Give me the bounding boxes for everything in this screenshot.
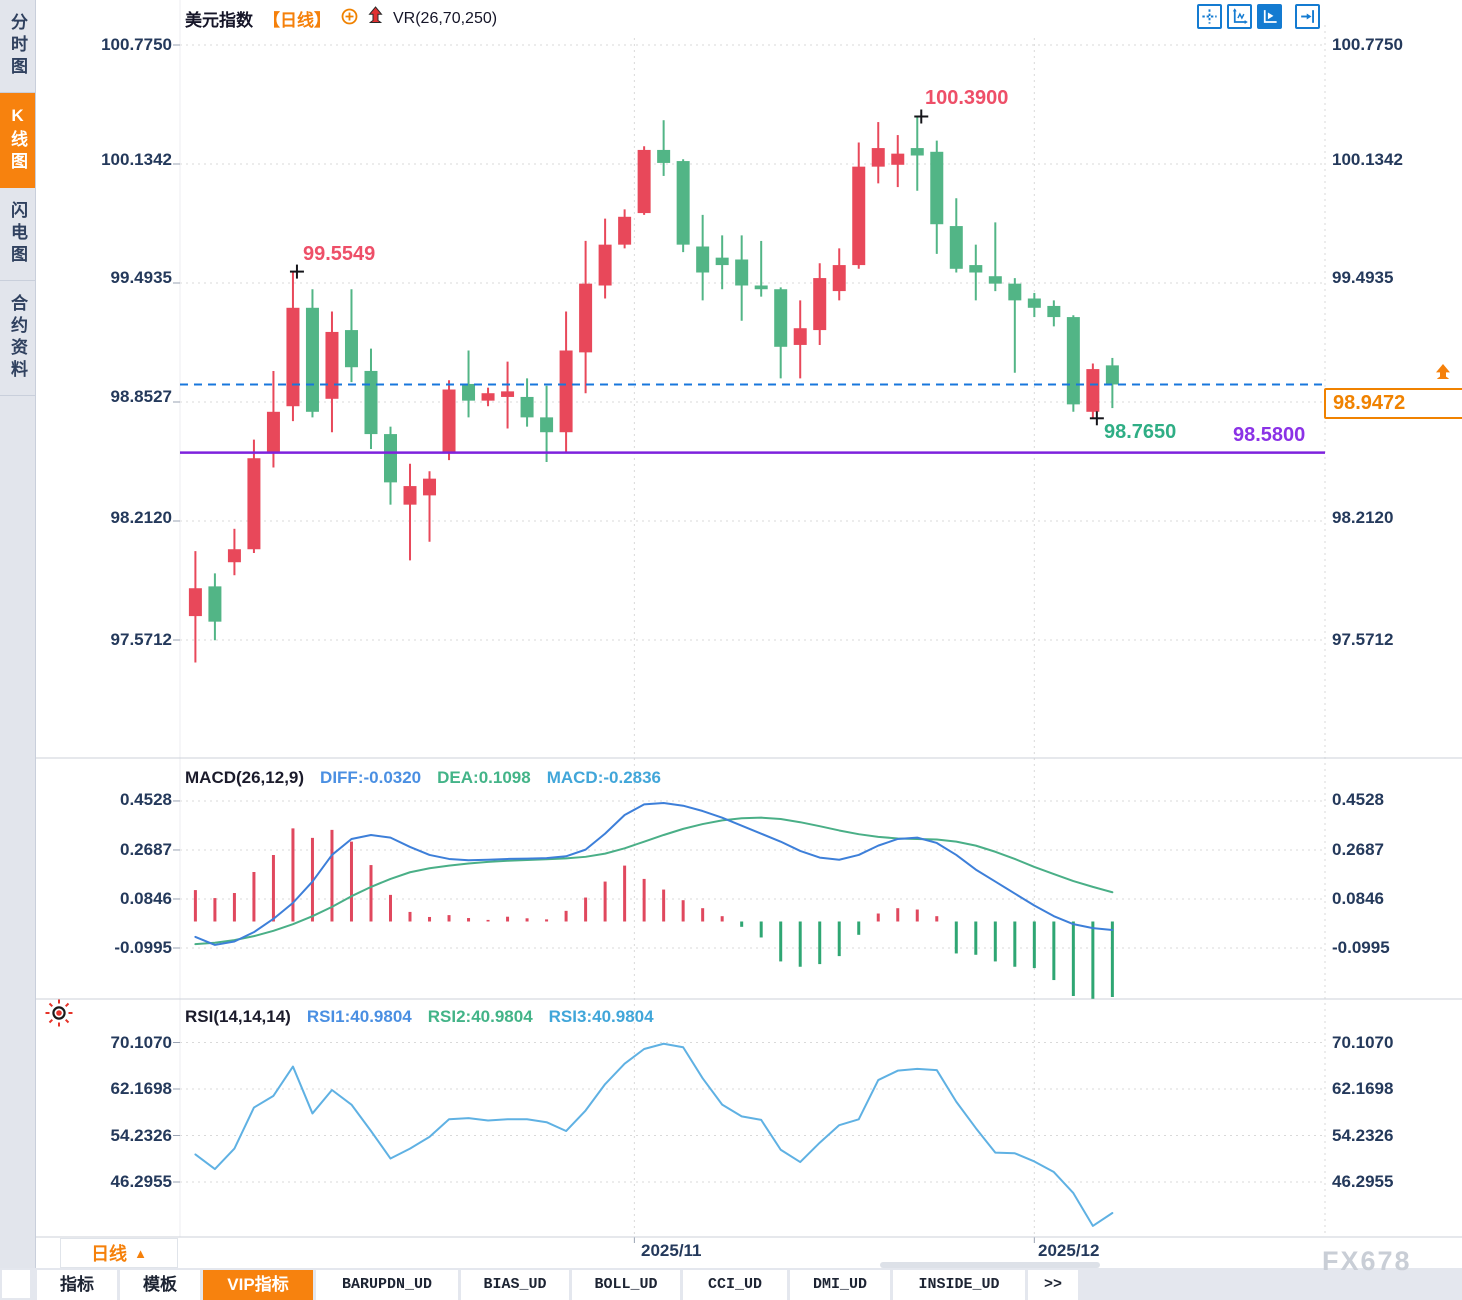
macd-axis-label: -0.0995	[1332, 938, 1390, 957]
tab-templates[interactable]: 模板	[120, 1270, 200, 1300]
rsi-axis-label: 54.2326	[110, 1126, 172, 1145]
price-axis-label: 97.5712	[110, 630, 172, 649]
rsi1-value: RSI1:40.9804	[306, 1007, 412, 1026]
period-selector-button[interactable]: 日线 ▲	[60, 1238, 178, 1268]
price-axis-label: 100.7750	[101, 35, 172, 54]
macd-header: MACD(26,12,9) DIFF:-0.0320 DEA:0.1098 MA…	[185, 768, 661, 788]
rsi-title: RSI(14,14,14)	[185, 1007, 291, 1026]
macd-diff-value: DIFF:-0.0320	[320, 768, 422, 787]
rsi-axis-label: 46.2955	[110, 1172, 172, 1191]
chart-header: 美元指数 【日线】 VR(26,70,250)	[185, 6, 497, 31]
tab-cci-ud[interactable]: CCI_UD	[683, 1270, 787, 1300]
axis-play-button[interactable]	[1257, 4, 1282, 29]
price-axis-label: 100.1342	[101, 150, 172, 169]
sidebar-item-contract-info[interactable]: 合约资料	[0, 281, 35, 396]
macd-axis-label: 0.2687	[120, 840, 172, 859]
tab-inside-ud[interactable]: INSIDE_UD	[893, 1270, 1025, 1300]
sidebar-item-kline[interactable]: K线图	[0, 93, 35, 188]
high-annotation-1: 99.5549	[303, 243, 376, 265]
indicator-label: VR(26,70,250)	[393, 9, 498, 27]
corner-box	[2, 1270, 30, 1298]
collapse-right-button[interactable]	[1295, 4, 1320, 29]
sidebar-item-lightning[interactable]: 闪电图	[0, 188, 35, 281]
price-axis-label: 98.2120	[1332, 508, 1394, 527]
macd-axis-label: 0.4528	[1332, 790, 1384, 809]
macd-macd-value: MACD:-0.2836	[546, 768, 662, 787]
price-axis-label: 97.5712	[1332, 630, 1394, 649]
sidebar-item-timeshare[interactable]: 分时图	[0, 0, 35, 93]
price-axis-label: 98.8527	[110, 387, 172, 406]
indicator-tab-bar: 指标 模板 VIP指标 BARUPDN_UD BIAS_UD BOLL_UD C…	[37, 1270, 1081, 1300]
rsi-axis-label: 70.1070	[110, 1033, 172, 1052]
tab-vip-indicators[interactable]: VIP指标	[203, 1270, 313, 1300]
price-axis-label: 100.1342	[1332, 150, 1403, 169]
watermark: FX678	[1322, 1246, 1412, 1276]
rsi-axis-label: 54.2326	[1332, 1126, 1394, 1145]
macd-dea-value: DEA:0.1098	[437, 768, 531, 787]
macd-axis-label: -0.0995	[114, 938, 172, 957]
high-annotation-2: 100.3900	[925, 87, 1009, 109]
macd-axis-label: 0.0846	[120, 889, 172, 908]
tab-bias-ud[interactable]: BIAS_UD	[461, 1270, 569, 1300]
rsi2-value: RSI2:40.9804	[427, 1007, 533, 1026]
tab-dmi-ud[interactable]: DMI_UD	[790, 1270, 890, 1300]
price-up-arrow-icon	[1432, 362, 1454, 391]
macd-axis-label: 0.0846	[1332, 889, 1384, 908]
tab-barupdn-ud[interactable]: BARUPDN_UD	[316, 1270, 458, 1300]
x-axis-label: 2025/11	[641, 1241, 702, 1260]
rsi-axis-label: 46.2955	[1332, 1172, 1394, 1191]
axis-zoom-button[interactable]	[1227, 4, 1252, 29]
rsi-axis-label: 62.1698	[110, 1079, 172, 1098]
sun-alert-icon[interactable]	[44, 998, 74, 1033]
support-annotation: 98.5800	[1233, 424, 1306, 446]
x-axis-label: 2025/12	[1038, 1241, 1100, 1260]
price-axis-label: 99.4935	[110, 268, 172, 287]
macd-axis-label: 0.4528	[120, 790, 172, 809]
macd-title: MACD(26,12,9)	[185, 768, 305, 787]
circle-plus-icon[interactable]	[341, 8, 358, 30]
h-scrollbar-thumb[interactable]	[880, 1262, 1100, 1268]
macd-axis-label: 0.2687	[1332, 840, 1384, 859]
tab-indicators[interactable]: 指标	[37, 1270, 117, 1300]
low-annotation: 98.7650	[1104, 421, 1177, 443]
left-sidebar: 分时图 K线图 闪电图 合约资料	[0, 0, 36, 1300]
last-price-box[interactable]: 98.9472	[1324, 388, 1462, 419]
rsi-axis-label: 70.1070	[1332, 1033, 1394, 1052]
pan-crosshair-button[interactable]	[1197, 4, 1222, 29]
symbol-title: 美元指数	[185, 11, 253, 30]
price-axis-label: 98.2120	[110, 508, 172, 527]
period-selector-label: 日线	[91, 1244, 128, 1264]
red-up-arrow-icon	[368, 6, 383, 31]
price-axis-label: 99.4935	[1332, 268, 1394, 287]
tab-boll-ud[interactable]: BOLL_UD	[572, 1270, 680, 1300]
price-axis-label: 100.7750	[1332, 35, 1403, 54]
chevron-up-icon: ▲	[134, 1245, 147, 1261]
chart-toolbar	[1197, 4, 1320, 29]
period-tag: 【日线】	[263, 11, 331, 30]
rsi-axis-label: 62.1698	[1332, 1079, 1394, 1098]
tab-more[interactable]: >>	[1028, 1270, 1078, 1300]
rsi-header: RSI(14,14,14) RSI1:40.9804 RSI2:40.9804 …	[185, 1007, 654, 1027]
rsi3-value: RSI3:40.9804	[548, 1007, 654, 1026]
